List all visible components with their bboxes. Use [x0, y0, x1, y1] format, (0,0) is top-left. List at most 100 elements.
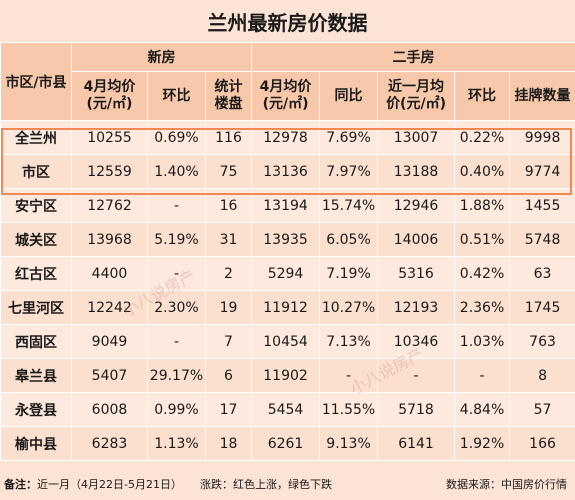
cell-sec-mom: 4.84% — [454, 392, 511, 427]
cell-new-count: 18 — [204, 426, 253, 461]
cell-area: 永登县 — [0, 392, 72, 427]
cell-area: 七里河区 — [0, 290, 72, 325]
table-row: 榆中县 6283 1.13% 18 6261 9.13% 6141 1.92% 166 — [0, 426, 575, 461]
header-sec-recent-line1: 近一月均 — [388, 79, 445, 95]
table-row: 市区 12559 1.40% 75 13136 7.97% 13188 0.40% 9774 — [0, 154, 575, 189]
cell-sec-recent: 6141 — [377, 426, 456, 461]
cell-sec-avg: 6261 — [251, 426, 321, 461]
cell-listings: 57 — [509, 392, 575, 427]
cell-area: 皋兰县 — [0, 358, 72, 393]
header-new-count-line2: 楼盘 — [214, 96, 243, 112]
table-row: 红古区 4400-2 5294 7.19% 5316 0.42% 63 — [0, 256, 575, 291]
cell-sec-yoy: - — [319, 358, 379, 393]
cell-sec-mom: 0.51% — [454, 222, 511, 257]
cell-area: 安宁区 — [0, 188, 72, 223]
cell-new-mom: - — [147, 324, 206, 359]
cell-sec-recent: 12946 — [377, 188, 456, 223]
footer-source: 数据来源：中国房价行情 — [446, 478, 567, 491]
cell-sec-mom: 1.88% — [454, 188, 511, 223]
cell-sec-yoy: 7.13% — [319, 324, 379, 359]
cell-sec-mom: 0.42% — [454, 256, 511, 291]
cell-area: 榆中县 — [0, 426, 72, 461]
price-table: 市区/市县 新房 二手房 4月均价 (元/㎡) 环比 统计 楼盘 4月均价 (元/㎡)… — [0, 42, 575, 461]
cell-sec-mom: 2.36% — [454, 290, 511, 325]
cell-sec-recent: 13188 — [377, 154, 456, 189]
cell-new-mom: 1.13% — [147, 426, 206, 461]
cell-sec-recent: - — [377, 358, 456, 393]
header-new-avg-line2: (元/㎡) — [86, 96, 133, 112]
cell-listings: 9998 — [509, 120, 575, 155]
cell-sec-avg: 11902 — [251, 358, 321, 393]
cell-sec-yoy: 9.13% — [319, 426, 379, 461]
header-sec-recent: 近一月均 价(元/㎡) — [377, 71, 456, 121]
cell-sec-avg: 13136 — [251, 154, 321, 189]
cell-new-mom: 5.19% — [147, 222, 206, 257]
cell-listings: 9774 — [509, 154, 575, 189]
cell-new-avg: 12559 — [71, 154, 148, 189]
footer-legend: 涨跌：红色上涨，绿色下跌 — [199, 478, 332, 491]
cell-sec-mom: 0.40% — [454, 154, 511, 189]
header-new-count: 统计 楼盘 — [204, 71, 253, 121]
footer-note: 备注：近一月（4月22日-5月21日） — [4, 476, 182, 492]
cell-new-count: 116 — [204, 120, 253, 155]
cell-listings: 166 — [509, 426, 575, 461]
cell-new-avg: 5407 — [71, 358, 148, 393]
header-new-avg: 4月均价 (元/㎡) — [71, 71, 148, 121]
footer-note-text: 近一月（4月22日-5月21日） — [37, 478, 182, 491]
cell-sec-mom: - — [454, 358, 511, 393]
cell-new-mom: 1.40% — [147, 154, 206, 189]
cell-new-count: 7 — [204, 324, 253, 359]
cell-new-mom: 2.30% — [147, 290, 206, 325]
cell-sec-yoy: 10.27% — [319, 290, 379, 325]
footer: 备注：近一月（4月22日-5月21日） 涨跌：红色上涨，绿色下跌 数据来源：中国… — [0, 468, 575, 500]
cell-sec-avg: 10454 — [251, 324, 321, 359]
header-row-groups: 市区/市县 新房 二手房 — [0, 42, 575, 121]
cell-listings: 63 — [509, 256, 575, 291]
cell-new-count: 17 — [204, 392, 253, 427]
cell-sec-avg: 12978 — [251, 120, 321, 155]
cell-new-mom: 29.17% — [147, 358, 206, 393]
header-sec-avg-line2: (元/㎡) — [262, 96, 309, 112]
cell-new-count: 2 — [204, 256, 253, 291]
header-sec-recent-line2: 价(元/㎡) — [386, 96, 446, 112]
header-sec-avg-line1: 4月均价 — [259, 79, 312, 95]
header-new-count-line1: 统计 — [214, 79, 243, 95]
cell-sec-mom: 1.03% — [454, 324, 511, 359]
cell-area: 红古区 — [0, 256, 72, 291]
cell-sec-recent: 10346 — [377, 324, 456, 359]
header-sec-yoy: 同比 — [319, 71, 379, 121]
table-row: 全兰州 10255 0.69% 116 12978 7.69% 13007 0.22% 9998 — [0, 120, 575, 155]
header-new-mom: 环比 — [147, 71, 206, 121]
table-row: 城关区 13968 5.19% 31 13935 6.05% 14006 0.51% 5748 — [0, 222, 575, 257]
cell-sec-recent: 14006 — [377, 222, 456, 257]
header-area: 市区/市县 — [0, 42, 72, 121]
cell-sec-recent: 5718 — [377, 392, 456, 427]
cell-sec-yoy: 11.55% — [319, 392, 379, 427]
cell-new-mom: - — [147, 256, 206, 291]
cell-sec-avg: 13935 — [251, 222, 321, 257]
cell-sec-recent: 13007 — [377, 120, 456, 155]
cell-area: 城关区 — [0, 222, 72, 257]
cell-new-avg: 12242 — [71, 290, 148, 325]
cell-area: 市区 — [0, 154, 72, 189]
cell-listings: 1745 — [509, 290, 575, 325]
table-row: 皋兰县 5407 29.17% 6 11902- - -8 — [0, 358, 575, 393]
cell-sec-yoy: 6.05% — [319, 222, 379, 257]
header-new-avg-line1: 4月均价 — [83, 79, 136, 95]
cell-sec-mom: 0.22% — [454, 120, 511, 155]
cell-sec-yoy: 15.74% — [319, 188, 379, 223]
cell-new-avg: 9049 — [71, 324, 148, 359]
cell-new-count: 19 — [204, 290, 253, 325]
cell-new-avg: 6283 — [71, 426, 148, 461]
cell-listings: 1455 — [509, 188, 575, 223]
cell-sec-yoy: 7.97% — [319, 154, 379, 189]
cell-new-avg: 10255 — [71, 120, 148, 155]
cell-new-count: 6 — [204, 358, 253, 393]
cell-sec-yoy: 7.69% — [319, 120, 379, 155]
table-row: 西固区 9049-7 10454 7.13% 10346 1.03% 763 — [0, 324, 575, 359]
cell-sec-yoy: 7.19% — [319, 256, 379, 291]
table-row: 安宁区 12762-16 13194 15.74% 12946 1.88% 1455 — [0, 188, 575, 223]
cell-listings: 763 — [509, 324, 575, 359]
cell-sec-recent: 5316 — [377, 256, 456, 291]
